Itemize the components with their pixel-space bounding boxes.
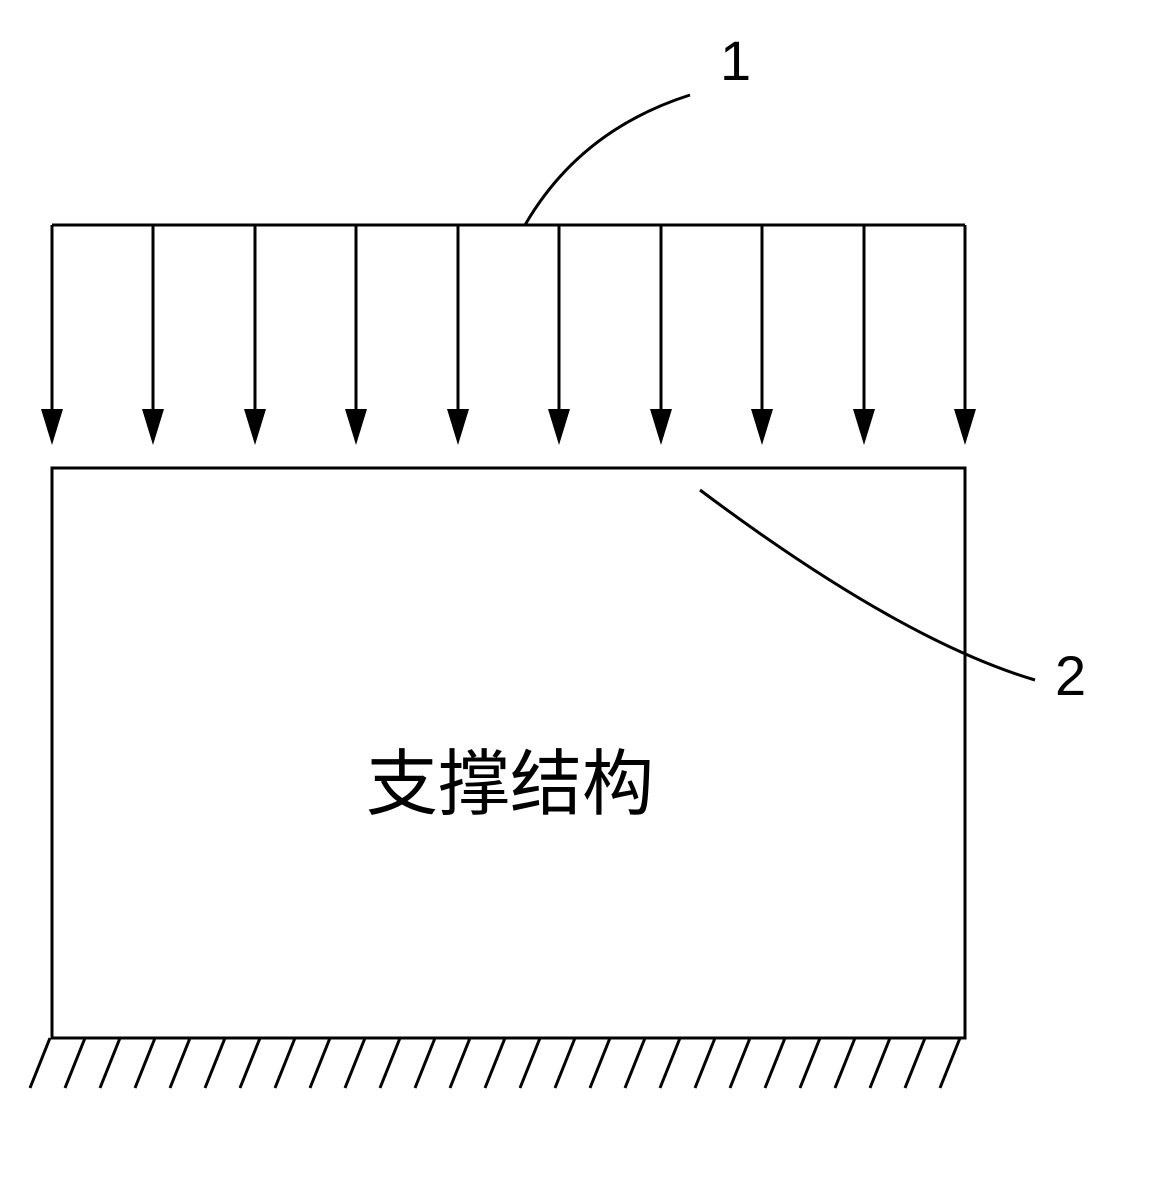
callout-1-leader [525,95,690,225]
distributed-load-arrows [41,225,976,445]
diagram-canvas: 支撑结构 1 2 [0,0,1162,1181]
callout-2-label: 2 [1055,644,1086,707]
callout-2-leader [700,490,1035,680]
callout-1-label: 1 [720,29,751,92]
ground-hatching [30,1038,960,1088]
support-structure-label: 支撑结构 [366,745,654,825]
